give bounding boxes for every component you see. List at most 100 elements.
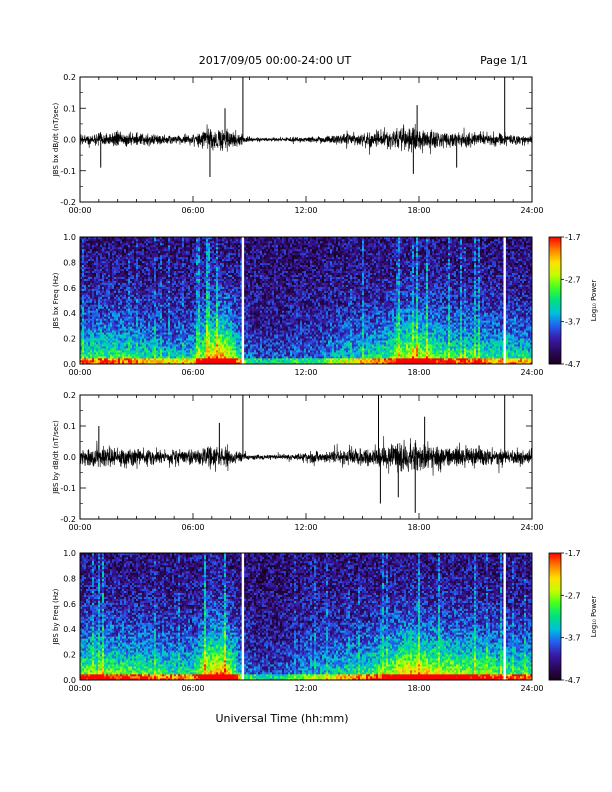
spectrogram-cell [126,326,129,329]
spectrogram-cell [182,258,185,262]
spectrogram-cell [82,360,85,363]
spectrogram-cell [112,262,115,266]
spectrogram-cell [84,274,87,277]
spectrogram-cell [100,278,103,281]
spectrogram-cell [170,282,173,285]
spectrogram-cell [156,286,159,289]
spectrogram-cell [184,342,187,345]
spectrogram-cell [90,296,93,299]
spectrogram-cell [182,282,185,285]
spectrogram-cell [224,332,227,335]
spectrogram-cell [214,294,217,297]
spectrogram-cell [196,340,199,343]
spectrogram-cell [220,322,223,325]
spectrogram-cell [84,266,87,270]
spectrogram-cell [156,298,159,301]
spectrogram-cell [138,312,141,315]
spectrogram-cell [218,288,221,291]
spectrogram-cell [100,326,103,329]
spectrogram-cell [202,268,205,272]
spectrogram-cell [192,350,195,353]
spectrogram-cell [128,270,131,274]
spectrogram-cell [140,328,143,331]
spectrogram-cell [148,294,151,297]
spectrogram-cell [130,312,133,315]
spectrogram-cell [120,348,123,351]
spectrogram-cell [132,286,135,289]
spectrogram-cell [140,296,143,299]
spectrogram-cell [178,330,181,333]
spectrogram-cell [170,240,173,244]
spectrogram-cell [84,278,87,281]
spectrogram-cell [138,300,141,303]
spectrogram-cell [196,240,199,244]
spectrogram-cell [150,254,153,258]
spectrogram-cell [184,254,187,258]
spectrogram-cell [86,346,89,349]
spectrogram-cell [192,336,195,339]
spectrogram-cell [210,268,213,272]
spectrogram-cell [174,288,177,291]
spectrogram-cell [166,240,169,244]
spectrogram-cell [198,336,201,339]
spectrogram-cell [148,300,151,303]
spectrogram-cell [210,306,213,309]
spectrogram-cell [186,320,189,323]
spectrogram-cell [96,292,99,295]
spectrogram-cell [182,300,185,303]
spectrogram-cell [162,274,165,277]
spectrogram-cell [186,330,189,333]
spectrogram-cell [198,362,201,365]
spectrogram-cell [172,344,175,347]
spectrogram-cell [190,320,193,323]
spectrogram-cell [202,362,205,365]
spectrogram-cell [218,268,221,272]
spectrogram-cell [180,286,183,289]
spectrogram-cell [126,330,129,333]
spectrogram-cell [216,268,219,272]
spectrogram-cell [116,306,119,309]
spectrogram-cell [118,360,121,363]
spectrogram-cell [100,342,103,345]
spectrogram-cell [110,346,113,349]
spectrogram-cell [184,282,187,285]
spectrogram-cell [182,254,185,258]
spectrogram-cell [84,294,87,297]
spectrogram-cell [126,284,129,287]
spectrogram-cell [84,330,87,333]
spectrogram-cell [218,300,221,303]
spectrogram-cell [164,358,167,361]
spectrogram-cell [80,326,83,329]
spectrogram-cell [210,264,213,268]
spectrogram-cell [92,348,95,351]
spectrogram-cell [98,340,101,343]
spectrogram-cell [130,360,133,363]
spectrogram-cell [184,344,187,347]
spectrogram-cell [174,272,177,275]
spectrogram-cell [182,260,185,264]
spectrogram-cell [198,276,201,279]
spectrogram-cell [182,304,185,307]
spectrogram-cell [222,344,225,347]
spectrogram-cell [210,294,213,297]
spectrogram-cell [96,252,99,256]
spectrogram-cell [138,328,141,331]
spectrogram-cell [102,260,105,264]
spectrogram-cell [114,318,117,321]
spectrogram-cell [94,242,97,246]
spectrogram-cell [152,298,155,301]
spectrogram-cell [90,294,93,297]
spectrogram-cell [164,266,167,270]
spectrogram-cell [208,302,211,305]
spectrogram-cell [80,304,83,307]
spectrogram-cell [192,308,195,311]
spectrogram-cell [98,284,101,287]
spectrogram-cell [224,344,227,347]
spectrogram-cell [188,274,191,277]
spectrogram-cell [226,310,229,313]
spectrogram-cell [192,248,195,252]
spectrogram-cell [100,304,103,307]
spectrogram-cell [108,292,111,295]
spectrogram-cell [194,296,197,299]
spectrogram-cell [198,346,201,349]
